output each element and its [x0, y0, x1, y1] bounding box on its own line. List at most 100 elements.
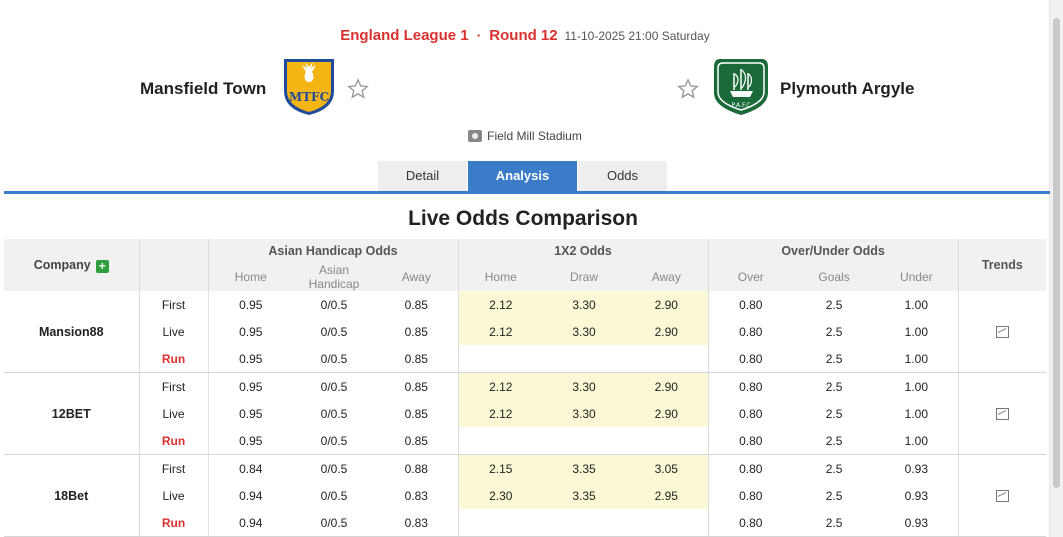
home-team-name[interactable]: Mansfield Town — [140, 79, 267, 98]
over-under-cell[interactable]: 1.00 — [875, 427, 959, 455]
1x2-cell[interactable]: 2.12 — [458, 291, 544, 318]
over-under-cell[interactable]: 1.00 — [904, 297, 928, 312]
asian-handicap-cell[interactable]: 0.85 — [375, 372, 459, 400]
1x2-cell[interactable]: 3.30 — [543, 318, 626, 345]
asian-handicap-cell[interactable]: 0.95 — [208, 345, 293, 373]
asian-handicap-cell[interactable]: 0/0.5 — [293, 427, 375, 455]
over-under-cell[interactable]: 1.00 — [875, 345, 959, 373]
over-under-cell[interactable]: 2.5 — [793, 509, 876, 537]
trend-cell[interactable] — [957, 454, 1047, 537]
over-under-cell[interactable]: 1.00 — [904, 379, 928, 394]
1x2-cell[interactable] — [458, 427, 544, 455]
1x2-cell[interactable]: 3.30 — [543, 400, 626, 427]
scrollbar-thumb[interactable] — [1053, 18, 1060, 488]
asian-handicap-cell[interactable]: 0.95 — [239, 406, 263, 421]
asian-handicap-cell[interactable]: 0.85 — [375, 291, 459, 318]
asian-handicap-cell[interactable]: 0/0.5 — [293, 509, 375, 537]
asian-handicap-cell[interactable]: 0/0.5 — [320, 379, 348, 394]
over-under-cell[interactable]: 2.5 — [825, 488, 843, 503]
1x2-cell[interactable] — [543, 509, 626, 537]
1x2-cell[interactable]: 2.90 — [625, 372, 709, 400]
odds-type-label[interactable]: Run — [139, 427, 209, 455]
favorite-away-star-icon[interactable] — [677, 78, 699, 100]
over-under-cell[interactable]: 0.80 — [739, 379, 763, 394]
1x2-cell[interactable]: 2.12 — [458, 400, 544, 427]
over-under-cell[interactable]: 0.80 — [739, 324, 763, 339]
1x2-cell[interactable] — [543, 345, 626, 373]
tab-odds[interactable]: Odds — [578, 161, 667, 191]
company-name[interactable]: Mansion88 — [4, 291, 140, 373]
over-under-cell[interactable]: 0.80 — [708, 345, 794, 373]
league-name[interactable]: England League 1 — [340, 27, 469, 44]
1x2-cell[interactable] — [543, 427, 626, 455]
over-under-cell[interactable]: 2.5 — [793, 345, 876, 373]
company-name[interactable]: 12BET — [4, 372, 140, 455]
over-under-cell[interactable]: 0.80 — [739, 488, 763, 503]
asian-handicap-cell[interactable]: 0/0.5 — [293, 345, 375, 373]
1x2-cell[interactable] — [625, 509, 709, 537]
over-under-cell[interactable]: 2.5 — [825, 406, 843, 421]
over-under-cell[interactable]: 0.80 — [739, 297, 763, 312]
1x2-cell[interactable]: 2.15 — [458, 454, 544, 482]
asian-handicap-cell[interactable]: 0.83 — [375, 482, 459, 509]
line-chart-icon[interactable] — [995, 490, 1009, 503]
asian-handicap-cell[interactable]: 0.83 — [375, 509, 459, 537]
trend-cell[interactable] — [957, 291, 1047, 373]
tab-detail[interactable]: Detail — [378, 161, 467, 191]
1x2-cell[interactable]: 2.90 — [625, 291, 709, 318]
asian-handicap-cell[interactable]: 0.84 — [239, 461, 263, 476]
asian-handicap-cell[interactable]: 0/0.5 — [320, 406, 348, 421]
over-under-cell[interactable]: 2.5 — [825, 324, 843, 339]
1x2-cell[interactable]: 3.30 — [543, 291, 626, 318]
vertical-scrollbar[interactable] — [1049, 0, 1063, 537]
favorite-home-star-icon[interactable] — [347, 78, 369, 100]
asian-handicap-cell[interactable]: 0.95 — [239, 324, 263, 339]
asian-handicap-cell[interactable]: 0.85 — [375, 400, 459, 427]
1x2-cell[interactable]: 2.30 — [458, 482, 544, 509]
over-under-cell[interactable]: 2.5 — [825, 461, 843, 476]
over-under-cell[interactable]: 1.00 — [904, 324, 928, 339]
over-under-cell[interactable]: 0.80 — [708, 427, 794, 455]
over-under-cell[interactable]: 0.80 — [739, 461, 763, 476]
over-under-cell[interactable]: 0.93 — [875, 509, 959, 537]
1x2-cell[interactable]: 3.35 — [543, 454, 626, 482]
tab-analysis[interactable]: Analysis — [468, 161, 577, 191]
over-under-cell[interactable]: 0.93 — [904, 461, 928, 476]
asian-handicap-cell[interactable]: 0/0.5 — [320, 324, 348, 339]
odds-type-label[interactable]: Run — [139, 509, 209, 537]
asian-handicap-cell[interactable]: 0.95 — [208, 427, 293, 455]
line-chart-icon[interactable] — [995, 326, 1009, 339]
asian-handicap-cell[interactable]: 0/0.5 — [320, 488, 348, 503]
1x2-cell[interactable]: 3.35 — [543, 482, 626, 509]
odds-type-label[interactable]: Run — [139, 345, 209, 373]
asian-handicap-cell[interactable]: 0/0.5 — [320, 297, 348, 312]
trend-cell[interactable] — [957, 372, 1047, 455]
1x2-cell[interactable] — [625, 345, 709, 373]
1x2-cell[interactable]: 2.12 — [458, 318, 544, 345]
asian-handicap-cell[interactable]: 0.94 — [239, 488, 263, 503]
1x2-cell[interactable]: 3.05 — [625, 454, 709, 482]
1x2-cell[interactable]: 3.30 — [543, 372, 626, 400]
asian-handicap-cell[interactable]: 0.95 — [239, 379, 263, 394]
asian-handicap-cell[interactable]: 0.85 — [375, 318, 459, 345]
away-team-name[interactable]: Plymouth Argyle — [780, 79, 915, 98]
add-company-plus-icon[interactable]: + — [95, 259, 109, 273]
company-name[interactable]: 18Bet — [4, 454, 140, 537]
over-under-cell[interactable]: 1.00 — [904, 406, 928, 421]
asian-handicap-cell[interactable]: 0.85 — [375, 345, 459, 373]
1x2-cell[interactable] — [625, 427, 709, 455]
over-under-cell[interactable]: 0.80 — [708, 509, 794, 537]
over-under-cell[interactable]: 0.80 — [739, 406, 763, 421]
1x2-cell[interactable]: 2.12 — [458, 372, 544, 400]
over-under-cell[interactable]: 2.5 — [793, 427, 876, 455]
asian-handicap-cell[interactable]: 0/0.5 — [320, 461, 348, 476]
1x2-cell[interactable]: 2.95 — [625, 482, 709, 509]
asian-handicap-cell[interactable]: 0.95 — [239, 297, 263, 312]
1x2-cell[interactable] — [458, 509, 544, 537]
line-chart-icon[interactable] — [995, 408, 1009, 421]
asian-handicap-cell[interactable]: 0.94 — [208, 509, 293, 537]
1x2-cell[interactable]: 2.90 — [625, 318, 709, 345]
1x2-cell[interactable] — [458, 345, 544, 373]
asian-handicap-cell[interactable]: 0.85 — [375, 427, 459, 455]
1x2-cell[interactable]: 2.90 — [625, 400, 709, 427]
